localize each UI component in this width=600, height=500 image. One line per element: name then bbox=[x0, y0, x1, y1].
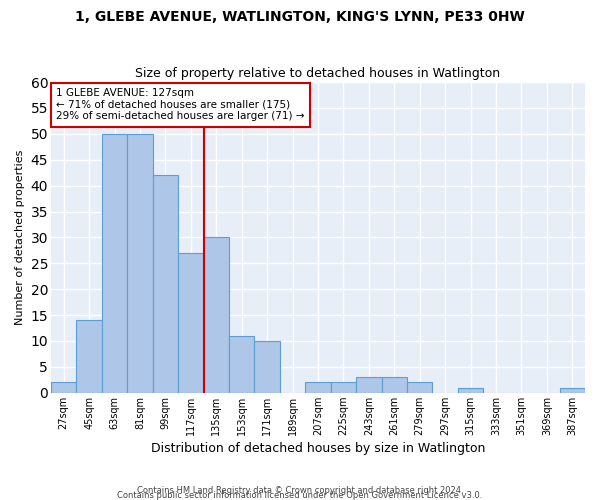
Text: Contains HM Land Registry data © Crown copyright and database right 2024.: Contains HM Land Registry data © Crown c… bbox=[137, 486, 463, 495]
Bar bbox=[152, 176, 178, 393]
Bar bbox=[458, 388, 483, 393]
Bar bbox=[254, 341, 280, 393]
Text: 1, GLEBE AVENUE, WATLINGTON, KING'S LYNN, PE33 0HW: 1, GLEBE AVENUE, WATLINGTON, KING'S LYNN… bbox=[75, 10, 525, 24]
Bar bbox=[331, 382, 356, 393]
Bar bbox=[305, 382, 331, 393]
Text: 1 GLEBE AVENUE: 127sqm
← 71% of detached houses are smaller (175)
29% of semi-de: 1 GLEBE AVENUE: 127sqm ← 71% of detached… bbox=[56, 88, 305, 122]
Bar bbox=[356, 377, 382, 393]
Bar bbox=[229, 336, 254, 393]
Bar bbox=[407, 382, 433, 393]
Bar bbox=[127, 134, 152, 393]
Y-axis label: Number of detached properties: Number of detached properties bbox=[15, 150, 25, 325]
Text: Contains public sector information licensed under the Open Government Licence v3: Contains public sector information licen… bbox=[118, 491, 482, 500]
Bar bbox=[560, 388, 585, 393]
X-axis label: Distribution of detached houses by size in Watlington: Distribution of detached houses by size … bbox=[151, 442, 485, 455]
Bar bbox=[178, 253, 203, 393]
Title: Size of property relative to detached houses in Watlington: Size of property relative to detached ho… bbox=[136, 66, 500, 80]
Bar bbox=[51, 382, 76, 393]
Bar bbox=[203, 238, 229, 393]
Bar bbox=[76, 320, 102, 393]
Bar bbox=[382, 377, 407, 393]
Bar bbox=[102, 134, 127, 393]
